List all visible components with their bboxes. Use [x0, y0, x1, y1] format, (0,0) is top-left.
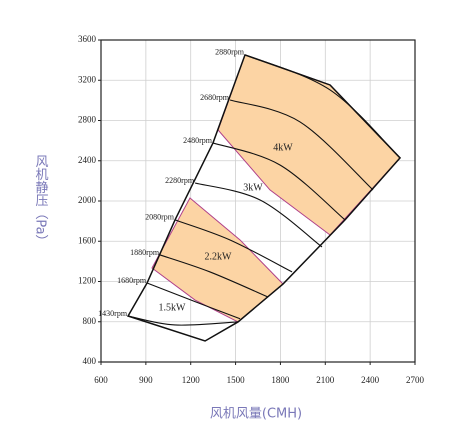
y-tick-label: 2800: [78, 115, 97, 125]
plot-frame: [100, 39, 416, 363]
rpm-label: 1880rpm: [130, 248, 160, 257]
rpm-label: 2280rpm: [165, 176, 195, 185]
y-tick-label: 400: [83, 356, 97, 366]
y-tick-label: 1600: [78, 235, 97, 245]
rpm-curve: [146, 282, 241, 320]
rpm-label: 1680rpm: [117, 276, 147, 285]
zone-label: 3kW: [243, 182, 263, 193]
x-tick-label: 1200: [182, 375, 201, 385]
y-tick-label: 3600: [78, 34, 97, 44]
x-axis-label: 风机风量(CMH): [210, 407, 302, 422]
rpm-curve: [127, 315, 238, 326]
rpm-label: 1430rpm: [98, 309, 128, 318]
y-tick-label: 2000: [78, 195, 97, 205]
zone-label: 2.2kW: [205, 251, 233, 262]
rpm-curve: [174, 219, 293, 273]
power-zone: [217, 54, 401, 236]
x-tick-label: 1500: [227, 375, 246, 385]
rpm-label: 2880rpm: [215, 48, 245, 57]
rpm-label: 2680rpm: [200, 93, 230, 102]
operating-boundary: [126, 53, 402, 342]
x-tick-label: 2700: [406, 375, 425, 385]
x-tick-label: 2400: [361, 375, 380, 385]
rpm-curve: [212, 142, 346, 221]
y-tick-label: 3200: [78, 74, 97, 84]
rpm-label: 2480rpm: [183, 136, 213, 145]
rpm-label: 2080rpm: [145, 213, 175, 222]
x-tick-label: 2100: [316, 375, 335, 385]
x-tick-label: 1800: [271, 375, 290, 385]
x-tick-label: 900: [139, 375, 153, 385]
rpm-curve: [194, 182, 323, 248]
y-tick-label: 1200: [78, 276, 97, 286]
y-tick-label: 800: [83, 316, 97, 326]
zone-label: 4kW: [273, 142, 293, 153]
y-tick-label: 2400: [78, 155, 97, 165]
y-axis-label: 风机静压（Pa）: [33, 154, 49, 247]
zone-label: 1.5kW: [159, 302, 187, 313]
x-tick-label: 600: [94, 375, 108, 385]
rpm-curve: [229, 99, 374, 191]
rpm-curve: [159, 254, 269, 298]
